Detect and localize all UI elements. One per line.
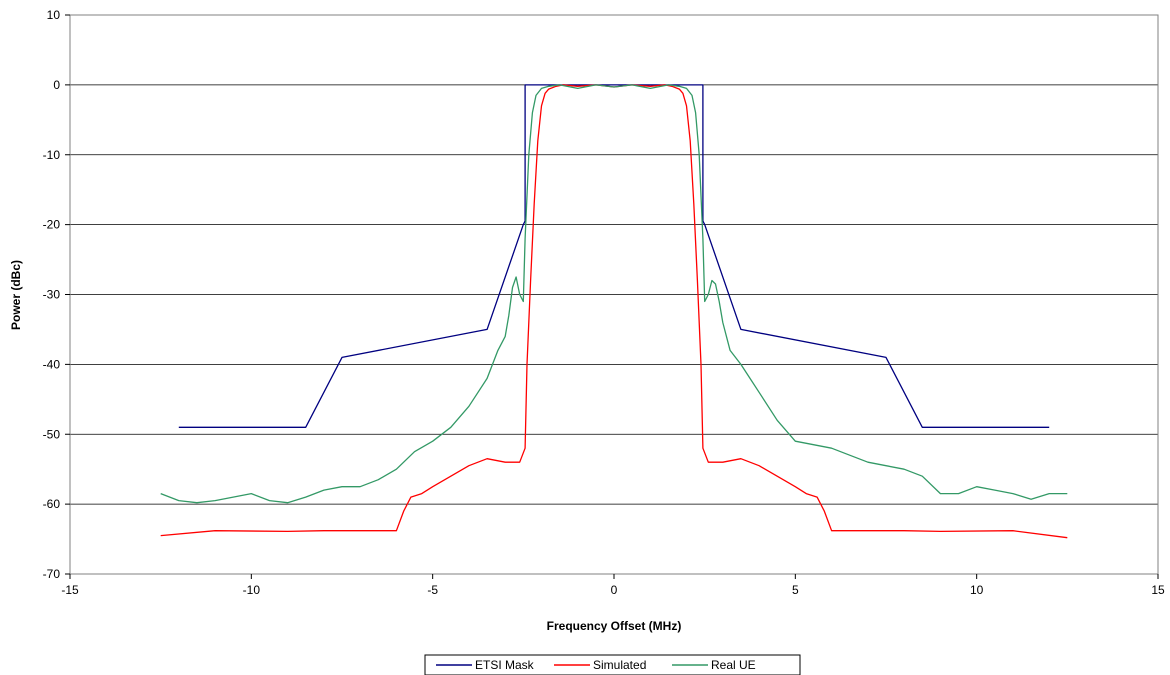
y-tick-label: -70 [43,567,61,581]
legend-label-etsi-mask: ETSI Mask [475,658,535,672]
y-axis-title: Power (dBc) [9,260,23,330]
legend-label-real-ue: Real UE [711,658,756,672]
x-ticks: -15 -10 -5 0 5 10 15 [61,574,1165,597]
x-axis-title: Frequency Offset (MHz) [547,619,682,633]
series-line-etsi-mask [178,84,1050,428]
y-tick-label: 10 [47,8,61,22]
y-tick-label: -20 [43,218,61,232]
x-tick-label: 5 [792,583,799,597]
x-tick-label: 15 [1151,583,1165,597]
series-lines [160,84,1068,539]
legend: ETSI Mask Simulated Real UE [424,654,801,675]
legend-box [424,654,801,675]
x-tick-label: 10 [970,583,984,597]
y-ticks: 10 0 -10 -20 -30 -40 -50 -60 -70 [43,8,70,581]
x-tick-label: -10 [243,583,261,597]
y-tick-label: -30 [43,288,61,302]
grid-lines [70,84,1158,505]
series-line-simulated [160,84,1068,539]
y-tick-label: 0 [53,78,60,92]
series-line-real-ue [160,84,1068,504]
legend-label-simulated: Simulated [593,658,646,672]
y-tick-label: -50 [43,427,61,441]
x-tick-label: -15 [61,583,79,597]
y-tick-label: -40 [43,357,61,371]
y-tick-label: -10 [43,148,61,162]
y-tick-label: -60 [43,497,61,511]
x-tick-label: 0 [611,583,618,597]
x-tick-label: -5 [427,583,438,597]
